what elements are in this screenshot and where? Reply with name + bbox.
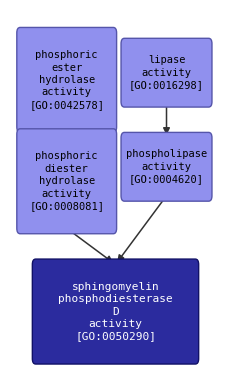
Text: phospholipase
activity
[GO:0004620]: phospholipase activity [GO:0004620] xyxy=(126,149,207,184)
FancyBboxPatch shape xyxy=(17,129,117,234)
FancyBboxPatch shape xyxy=(32,259,199,364)
FancyBboxPatch shape xyxy=(17,28,117,132)
Text: sphingomyelin
phosphodiesterase
D
activity
[GO:0050290]: sphingomyelin phosphodiesterase D activi… xyxy=(58,282,173,341)
Text: lipase
activity
[GO:0016298]: lipase activity [GO:0016298] xyxy=(129,55,204,90)
FancyBboxPatch shape xyxy=(121,38,212,107)
FancyBboxPatch shape xyxy=(121,132,212,201)
Text: phosphoric
ester
hydrolase
activity
[GO:0042578]: phosphoric ester hydrolase activity [GO:… xyxy=(29,50,104,110)
Text: phosphoric
diester
hydrolase
activity
[GO:0008081]: phosphoric diester hydrolase activity [G… xyxy=(29,152,104,211)
